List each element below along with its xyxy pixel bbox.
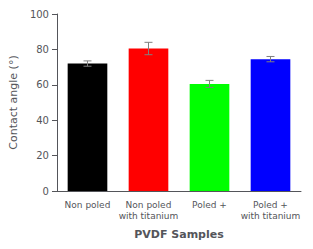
svg-text:100: 100 xyxy=(30,9,49,20)
svg-text:Non poled: Non poled xyxy=(126,200,172,210)
svg-text:80: 80 xyxy=(36,44,49,55)
svg-text:with titanium: with titanium xyxy=(241,211,301,221)
svg-text:Poled +: Poled + xyxy=(192,200,227,210)
svg-text:Contact angle (°): Contact angle (°) xyxy=(7,55,20,149)
svg-text:60: 60 xyxy=(36,79,49,90)
svg-text:20: 20 xyxy=(36,150,49,161)
svg-text:with titanium: with titanium xyxy=(119,211,179,221)
svg-text:Poled +: Poled + xyxy=(253,200,288,210)
svg-text:Non poled: Non poled xyxy=(65,200,111,210)
svg-text:0: 0 xyxy=(43,186,49,197)
svg-text:40: 40 xyxy=(36,115,49,126)
svg-text:PVDF Samples: PVDF Samples xyxy=(134,228,224,241)
